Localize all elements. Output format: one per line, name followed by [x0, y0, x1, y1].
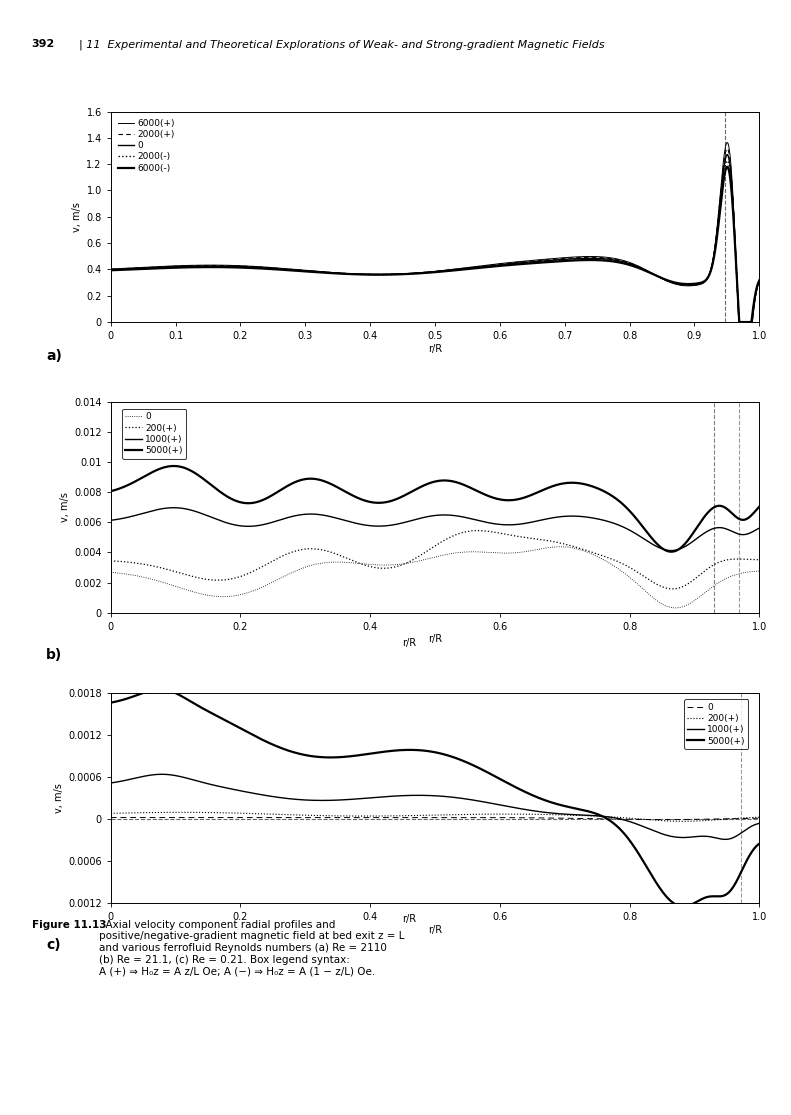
Text: a): a) [46, 349, 62, 363]
Text: r/R: r/R [402, 913, 416, 923]
Y-axis label: v, m/s: v, m/s [54, 783, 64, 813]
X-axis label: r/R: r/R [428, 634, 442, 644]
Legend: 6000(+), 2000(+), 0, 2000(-), 6000(-): 6000(+), 2000(+), 0, 2000(-), 6000(-) [115, 116, 178, 175]
Text: Figure 11.13: Figure 11.13 [32, 920, 106, 930]
Text: Axial velocity component radial profiles and
positive/negative-gradient magnetic: Axial velocity component radial profiles… [99, 920, 404, 977]
Legend: 0, 200(+), 1000(+), 5000(+): 0, 200(+), 1000(+), 5000(+) [683, 699, 748, 749]
Text: | 11  Experimental and Theoretical Explorations of Weak- and Strong-gradient Mag: | 11 Experimental and Theoretical Explor… [79, 39, 605, 49]
Y-axis label: v, m/s: v, m/s [72, 202, 82, 232]
Text: r/R: r/R [402, 638, 416, 648]
Legend: 0, 200(+), 1000(+), 5000(+): 0, 200(+), 1000(+), 5000(+) [122, 409, 187, 458]
Text: c): c) [46, 939, 60, 952]
X-axis label: r/R: r/R [428, 925, 442, 935]
X-axis label: r/R: r/R [428, 343, 442, 353]
Text: b): b) [46, 648, 62, 662]
Text: 392: 392 [32, 39, 55, 49]
Y-axis label: v, m/s: v, m/s [60, 493, 70, 522]
